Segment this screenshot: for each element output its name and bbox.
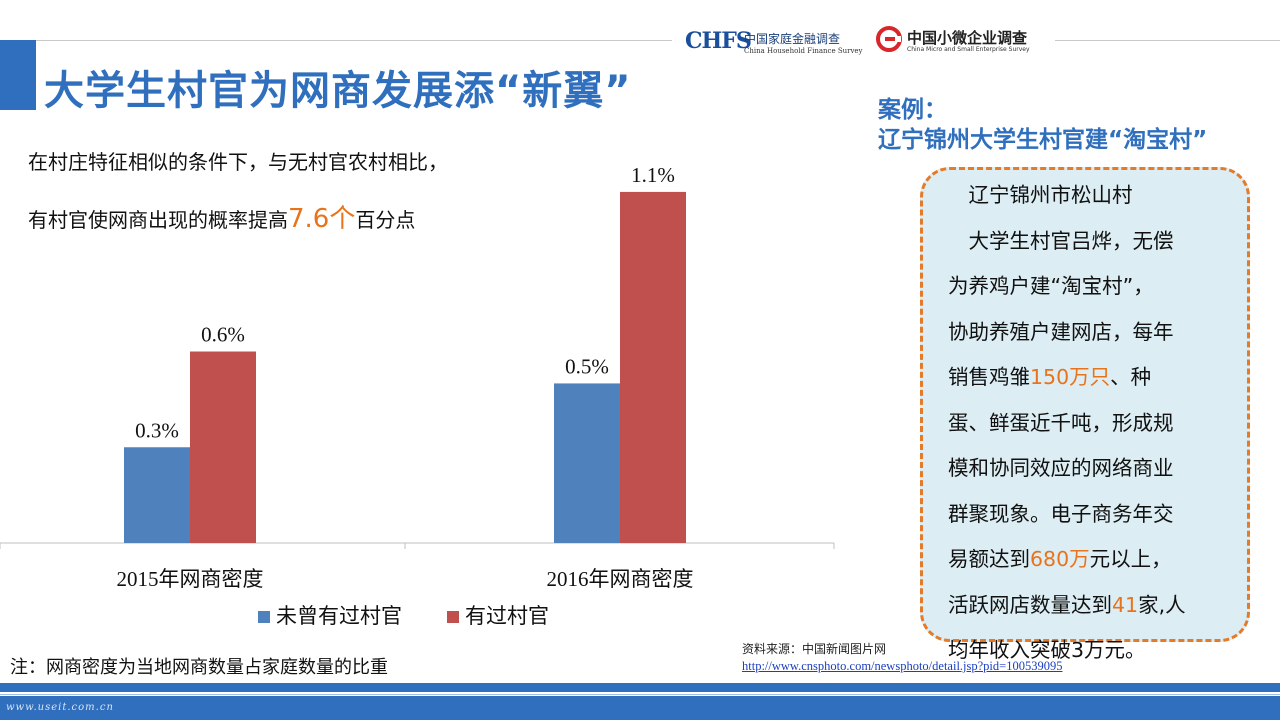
- bar: [190, 351, 256, 543]
- bar: [124, 447, 190, 543]
- footer-band-top: [0, 683, 1280, 692]
- page-title: 大学生村官为网商发展添“新翼”: [44, 68, 632, 114]
- category-label: 2015年网商密度: [117, 567, 264, 591]
- chfs-logo-en: China Household Finance Survey: [744, 47, 863, 55]
- chfs-logo-cn: 中国家庭金融调查: [744, 32, 841, 46]
- category-label: 2016年网商密度: [547, 567, 694, 591]
- case-line-text: 家,人: [1138, 592, 1186, 617]
- footer-divider: [0, 694, 1280, 695]
- header-rule-left: [0, 40, 672, 41]
- case-heading-title: 辽宁锦州大学生村官建“淘宝村”: [878, 127, 1208, 153]
- case-line: 销售鸡雏150万只、种: [948, 360, 1151, 390]
- case-line: 蛋、鲜蛋近千吨，形成规: [948, 406, 1174, 436]
- case-line: 大学生村官吕烨，无偿: [948, 224, 1174, 254]
- case-line-text: 为养鸡户建“淘宝村”，: [948, 274, 1154, 298]
- case-line-text: 销售鸡雏: [948, 365, 1030, 389]
- bar: [554, 383, 620, 543]
- case-line-text: 模和协同效应的网络商业: [948, 456, 1174, 480]
- case-line-text: 、种: [1110, 365, 1152, 389]
- intro-line-1: 在村庄特征相似的条件下，与无村官农村相比，: [28, 150, 448, 174]
- case-line: 易额达到680万元以上，: [948, 542, 1172, 572]
- case-heading-label: 案例：: [878, 97, 947, 123]
- source-link[interactable]: http://www.cnsphoto.com/newsphoto/detail…: [742, 659, 1063, 673]
- case-line-text: 元以上，: [1089, 547, 1172, 571]
- csmes-logo-icon: [876, 26, 902, 52]
- case-line-text: 大学生村官吕烨，无偿: [948, 228, 1174, 253]
- case-line: 辽宁锦州市松山村: [948, 178, 1133, 208]
- case-line-text: 群聚现象。电子商务年交: [948, 501, 1174, 526]
- csmes-logo-cn: 中国小微企业调查: [907, 29, 1028, 47]
- bar-chart: 0.3% 0.6% 0.5% 1.1% 2015年网商密度 2016年网商密度 未曾有过…: [0, 163, 835, 628]
- intro-line-2-post: 百分点: [355, 208, 416, 232]
- case-line-text: 活跃网店数量达到: [948, 592, 1112, 617]
- case-line-text: 易额达到: [948, 547, 1030, 571]
- bar-value-label: 0.5%: [565, 354, 609, 378]
- case-line: 均年收入突破3万元。: [948, 633, 1146, 663]
- intro-highlight-value: 7.6个: [288, 204, 356, 234]
- csmes-logo-en: China Micro and Small Enterprise Survey: [907, 46, 1030, 53]
- legend-label: 未曾有过村官: [276, 604, 402, 628]
- case-line-text: 均年收入突破3万元。: [948, 638, 1146, 662]
- legend-label: 有过村官: [465, 604, 549, 628]
- source-label: 资料来源：中国新闻图片网: [742, 642, 887, 656]
- case-box: [920, 167, 1250, 642]
- bar-value-label: 1.1%: [631, 163, 675, 187]
- chart-note: 注：网商密度为当地网商数量占家庭数量的比重: [10, 657, 388, 678]
- case-line-text: 辽宁锦州市松山村: [948, 183, 1133, 207]
- case-line: 协助养殖户建网店，每年: [948, 315, 1174, 345]
- case-line-text: 协助养殖户建网店，每年: [948, 319, 1174, 344]
- chfs-logo-mark: CHFS: [685, 28, 752, 54]
- case-line-highlight: 150万只: [1030, 365, 1111, 389]
- case-line: 模和协同效应的网络商业: [948, 451, 1174, 481]
- legend-swatch: [447, 611, 459, 623]
- intro-line-2-pre: 有村官使网商出现的概率提高: [28, 208, 288, 232]
- case-line: 为养鸡户建“淘宝村”，: [948, 269, 1154, 299]
- case-line: 活跃网店数量达到41家,人: [948, 588, 1186, 618]
- legend-swatch: [258, 611, 270, 623]
- title-accent-bar: [0, 40, 36, 110]
- footer-band-bottom: [0, 696, 1280, 720]
- case-line: 群聚现象。电子商务年交: [948, 497, 1174, 527]
- bar: [620, 191, 686, 543]
- case-line-highlight: 680万: [1030, 547, 1090, 571]
- intro-line-2: 有村官使网商出现的概率提高7.6个百分点: [28, 198, 415, 235]
- case-line-text: 蛋、鲜蛋近千吨，形成规: [948, 410, 1174, 435]
- bar-value-label: 0.3%: [135, 418, 179, 442]
- case-line-highlight: 41: [1112, 592, 1139, 617]
- bar-value-label: 0.6%: [201, 323, 245, 347]
- header-rule-right: [1055, 40, 1280, 41]
- watermark-text: www.useit.com.cn: [6, 702, 114, 713]
